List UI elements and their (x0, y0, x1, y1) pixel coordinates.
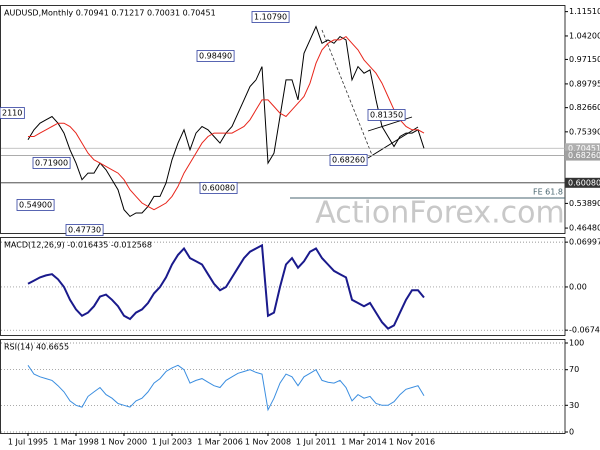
y-tick-label: 0 (569, 428, 574, 437)
watermark: ActionForex.com (315, 196, 564, 231)
y-tick-label: 0.53890 (569, 199, 600, 208)
series-line (28, 35, 425, 211)
annotation-box (329, 154, 368, 166)
annotation-label: 0.54900 (19, 201, 52, 210)
x-tick-label: 1 Mar 2006 (197, 438, 243, 447)
level-label-box (565, 150, 600, 161)
panel-title: RSI(14) 40.6655 (4, 343, 69, 352)
annotation-label: 2110 (2, 109, 22, 118)
annotation-label: 0.60080 (202, 184, 235, 193)
annotation-box (0, 107, 25, 119)
annotation-box (196, 50, 235, 62)
y-tick-label: 100 (569, 339, 584, 348)
annotation-label: 0.81350 (370, 111, 403, 120)
y-tick-label: 70 (569, 365, 579, 374)
annotation-label: 1.10790 (254, 13, 287, 22)
y-tick-label: 0.82660 (569, 103, 600, 112)
y-tick-label: 0.97150 (569, 55, 600, 64)
annotation-label: 0.47730 (68, 226, 101, 235)
y-tick-label: 1.04200 (569, 31, 600, 40)
x-tick-label: 1 Jul 1995 (8, 438, 48, 447)
panel-border (0, 339, 566, 434)
annotation-box (367, 109, 406, 121)
annotation-box (251, 11, 290, 23)
x-tick-label: 1 Mar 2014 (341, 438, 387, 447)
annotation-label: 0.71900 (35, 159, 68, 168)
y-tick-label: 0.00 (569, 282, 587, 291)
series-line (27, 243, 425, 330)
level-label: 0.70451 (568, 144, 600, 153)
x-tick-label: 1 Nov 2016 (389, 438, 435, 447)
panel-title: MACD(12,26,9) -0.016435 -0.012568 (4, 241, 152, 250)
x-tick-label: 1 Nov 2008 (245, 438, 291, 447)
y-tick-label: 0.069977 (569, 238, 600, 247)
y-tick-label: 0.75390 (569, 127, 600, 136)
panel-title: AUDUSD,Monthly 0.70941 0.71217 0.70031 0… (4, 9, 216, 18)
x-tick-label: 1 Jul 2003 (152, 438, 192, 447)
annotation-box (65, 224, 104, 236)
channel-line (367, 126, 419, 159)
x-tick-label: 1 Mar 1998 (53, 438, 99, 447)
annotation-box (199, 182, 238, 194)
y-tick-label: -0.067448 (569, 326, 600, 335)
y-tick-label: 0.46480 (569, 224, 600, 233)
panel-border (0, 5, 566, 234)
level-label-box (565, 143, 600, 154)
level-label: 0.60080 (568, 178, 600, 187)
y-tick-label: 0.89795 (569, 79, 600, 88)
x-tick-label: 1 Jul 2011 (296, 438, 336, 447)
x-tick-label: 1 Nov 2000 (101, 438, 147, 447)
annotation-box (32, 157, 71, 169)
y-tick-label: 30 (569, 401, 579, 410)
annotation-label: 0.98490 (199, 52, 232, 61)
trend-line (321, 29, 373, 156)
level-label-box (565, 177, 600, 188)
series-line (27, 364, 425, 412)
level-label: 0.68260 (568, 151, 600, 160)
y-tick-label: 1.11510 (569, 7, 600, 16)
fe-label: FE 61.8 (533, 188, 563, 197)
annotation-box (16, 199, 55, 211)
annotation-label: 0.68260 (332, 156, 365, 165)
